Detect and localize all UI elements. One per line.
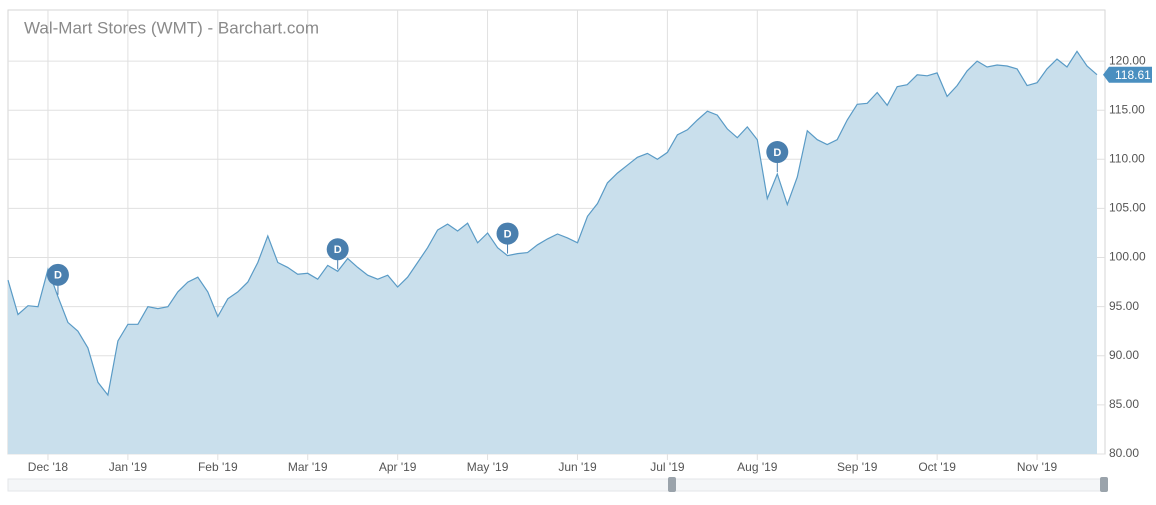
x-tick-label: Jun '19 <box>558 460 597 474</box>
y-tick-label: 120.00 <box>1109 53 1146 67</box>
dividend-marker <box>46 263 69 286</box>
x-tick-label: Mar '19 <box>288 460 328 474</box>
x-tick-label: Dec '18 <box>28 460 69 474</box>
y-tick-label: 110.00 <box>1109 151 1145 165</box>
y-tick-label: 95.00 <box>1109 299 1139 313</box>
dividend-marker <box>766 141 789 164</box>
y-tick-label: 80.00 <box>1109 446 1139 460</box>
dividend-label: D <box>334 244 342 256</box>
scrollbar-track[interactable] <box>7 478 1106 492</box>
chart-title: Wal-Mart Stores (WMT) - Barchart.com <box>24 18 319 37</box>
y-tick-label: 115.00 <box>1109 102 1145 116</box>
x-tick-label: Oct '19 <box>918 460 956 474</box>
dividend-label: D <box>504 228 512 240</box>
y-tick-label: 85.00 <box>1109 397 1139 411</box>
x-tick-label: Feb '19 <box>198 460 238 474</box>
last-price-label: 118.61 <box>1115 68 1151 82</box>
scroll-handle-left[interactable] <box>668 477 676 492</box>
dividend-marker <box>496 222 519 245</box>
x-tick-label: Nov '19 <box>1017 460 1058 474</box>
x-tick-label: Jan '19 <box>109 460 148 474</box>
area-fill <box>8 51 1097 455</box>
x-tick-label: May '19 <box>467 460 509 474</box>
dividend-marker <box>326 238 349 261</box>
x-tick-label: Apr '19 <box>379 460 417 474</box>
y-tick-label: 105.00 <box>1109 201 1146 215</box>
last-price-box <box>1103 66 1152 83</box>
price-line <box>7 50 1098 397</box>
x-tick-label: Aug '19 <box>737 460 778 474</box>
series: D D D D <box>7 50 1098 455</box>
scroll-handle-right[interactable] <box>1100 477 1108 492</box>
labels: 80.00 85.00 90.00 95.00 100.00 105.00 110.00 11… <box>28 53 1152 474</box>
x-tick-label: Jul '19 <box>650 460 685 474</box>
y-tick-label: 90.00 <box>1109 348 1139 362</box>
y-tick-label: 100.00 <box>1109 250 1146 264</box>
dividend-label: D <box>773 147 781 159</box>
x-tick-label: Sep '19 <box>837 460 878 474</box>
dividend-label: D <box>54 270 62 282</box>
